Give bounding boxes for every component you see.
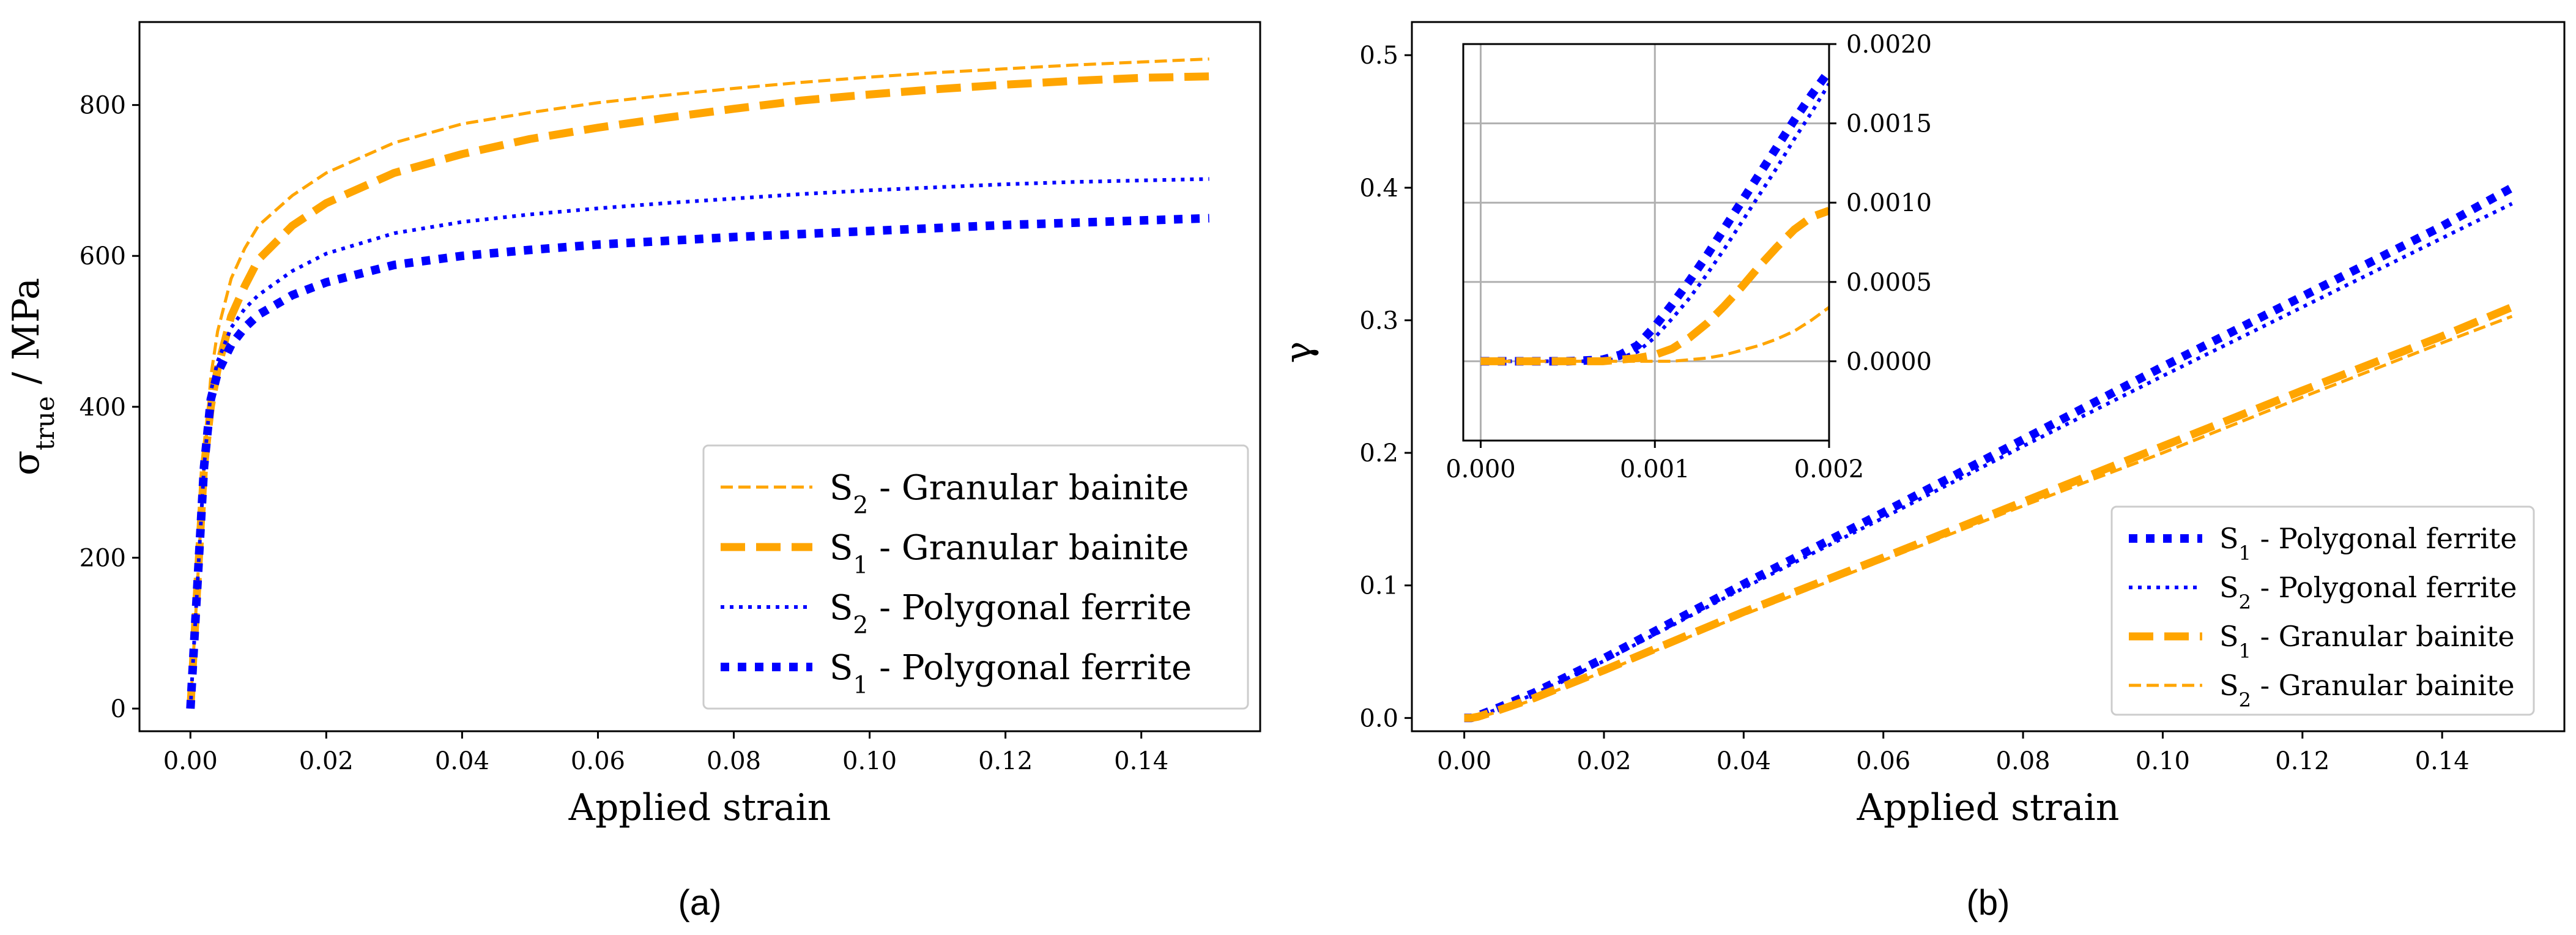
- chart-b: 0.00 0.02 0.04 0.06 0.08 0.10 0.12 0.14 0.0 0.1 0.…: [1277, 21, 2566, 923]
- x-tick-label: 0.02: [1576, 747, 1631, 775]
- x-tick-label: 0.12: [2275, 747, 2329, 775]
- legend-label-4: S2 - Granular bainite: [2219, 669, 2515, 712]
- y-tick-label: 0.0: [1359, 704, 1398, 732]
- inset-y-tick-label: 0.0005: [1846, 269, 1932, 297]
- y-axis-label: γ: [1277, 341, 1320, 363]
- y-tick-label: 800: [80, 92, 126, 120]
- y-tick-label: 400: [80, 393, 126, 422]
- inset-background: [1463, 44, 1829, 441]
- series-line-4: [186, 214, 1209, 709]
- x-tick-label: 0.00: [163, 747, 218, 775]
- chart-a: 0.00 0.02 0.04 0.06 0.08 0.10 0.12 0.14 0 200 400 6…: [5, 21, 1261, 923]
- y-axis-label-group: σtrue / MPa: [5, 278, 60, 475]
- inset-y-tick-label: 0.0015: [1846, 110, 1932, 138]
- inset-y-tick-label: 0.0020: [1846, 31, 1932, 59]
- x-tick-label: 0.06: [1856, 747, 1910, 775]
- x-tick-label: 0.12: [978, 747, 1033, 775]
- inset-y-tick-label: 0.0000: [1846, 348, 1932, 376]
- x-tick-label: 0.04: [435, 747, 489, 775]
- legend-label-1: S2 - Granular bainite: [830, 468, 1189, 520]
- y-axis-label-group: γ: [1277, 341, 1320, 363]
- legend-label-2: S1 - Granular bainite: [830, 528, 1189, 579]
- inset-series-line-4: [1480, 306, 1829, 363]
- caption-b: (b): [1967, 883, 2010, 923]
- x-tick-label: 0.10: [842, 747, 897, 775]
- inset-b: 0.000 0.001 0.002 0.0000 0.0005 0.0010 0.0015 0…: [1446, 31, 1932, 483]
- legend: S2 - Granular bainite S1 - Granular baini…: [702, 444, 1249, 710]
- y-tick-label: 0.3: [1359, 307, 1398, 335]
- legend-label-4: S1 - Polygonal ferrite: [830, 648, 1192, 699]
- x-tick-label: 0.06: [571, 747, 625, 775]
- x-tick-label: 0.14: [1114, 747, 1168, 775]
- inset-frame: [1462, 43, 1830, 442]
- inset-series-line-1: [1480, 68, 1829, 366]
- x-tick-label: 0.00: [1437, 747, 1491, 775]
- axes-frame: [1411, 21, 2566, 732]
- x-axis-label: Applied strain: [1857, 786, 2120, 829]
- legend-label-3: S1 - Granular bainite: [2219, 620, 2515, 663]
- caption-a: (a): [678, 883, 722, 923]
- y-tick-label: 0.4: [1359, 174, 1398, 203]
- y-tick-label: 0: [111, 695, 126, 723]
- x-tick-label: 0.08: [1996, 747, 2051, 775]
- series-line-3: [1464, 303, 2514, 722]
- x-tick-label: 0.10: [2136, 747, 2190, 775]
- inset-y-tick-label: 0.0010: [1846, 189, 1932, 217]
- series-line-1: [188, 57, 1209, 709]
- inset-x-tick-label: 0.000: [1446, 455, 1516, 483]
- x-tick-label: 0.14: [2415, 747, 2470, 775]
- legend-label-3: S2 - Polygonal ferrite: [830, 588, 1192, 639]
- y-tick-label: 0.5: [1359, 42, 1398, 70]
- legend-box: [702, 444, 1249, 710]
- y-tick-label: 0.1: [1359, 572, 1398, 600]
- inset-x-tick-label: 0.002: [1794, 455, 1865, 483]
- inset-x-tick-label: 0.001: [1620, 455, 1690, 483]
- legend-label-2: S2 - Polygonal ferrite: [2219, 571, 2517, 614]
- y-tick-label: 600: [80, 242, 126, 270]
- axes-frame: [138, 21, 1261, 732]
- x-tick-label: 0.04: [1717, 747, 1771, 775]
- legend-label-1: S1 - Polygonal ferrite: [2219, 522, 2517, 565]
- legend-box: [2110, 505, 2535, 716]
- x-axis-label: Applied strain: [568, 786, 831, 829]
- series-line-1: [1464, 184, 2514, 723]
- series-line-4: [1464, 315, 2513, 720]
- y-axis-label: σtrue / MPa: [5, 278, 60, 475]
- inset-lines: [1480, 68, 1829, 366]
- legend: S1 - Polygonal ferrite S2 - Polygonal fer…: [2110, 505, 2535, 716]
- y-tick-label: 0.2: [1359, 439, 1398, 468]
- x-tick-label: 0.08: [707, 747, 761, 775]
- y-tick-label: 200: [80, 544, 126, 572]
- x-tick-label: 0.02: [299, 747, 354, 775]
